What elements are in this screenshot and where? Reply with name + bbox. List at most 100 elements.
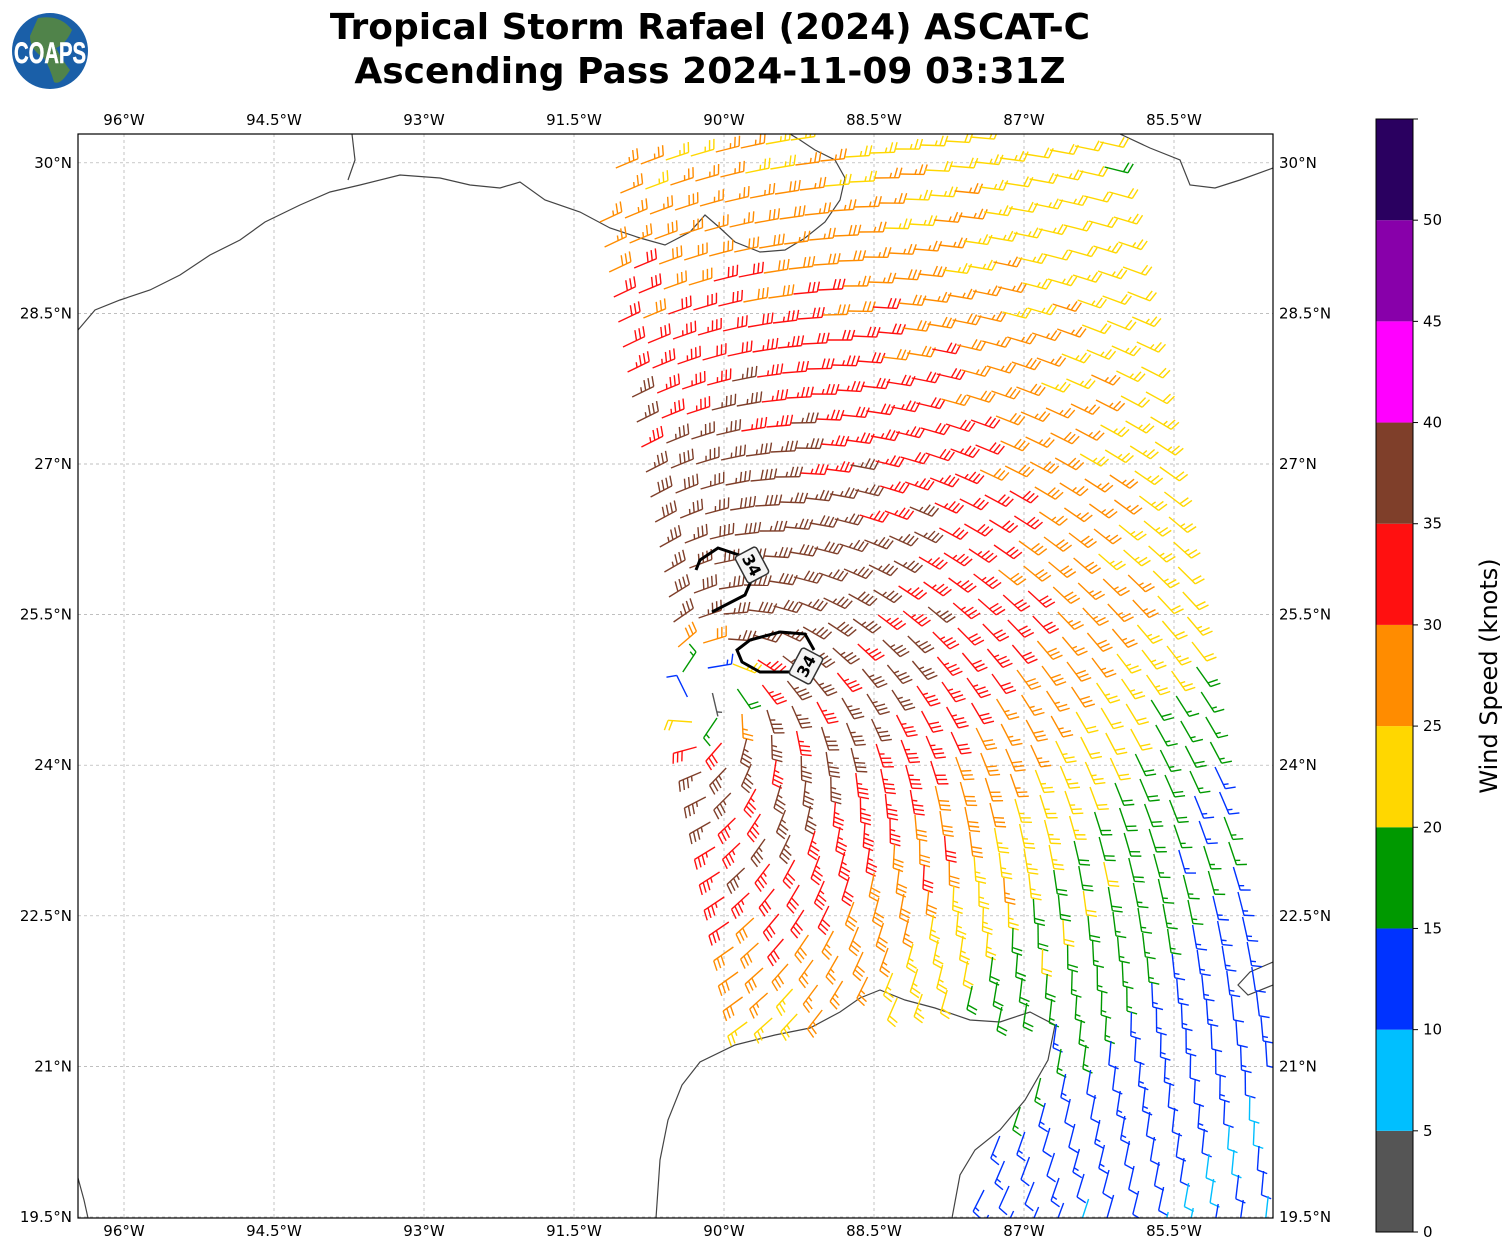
barb-feather (1232, 837, 1244, 841)
barb-feather (1050, 673, 1061, 679)
barb-feather (1038, 760, 1050, 764)
barb-feather (1061, 249, 1069, 260)
barb-feather (956, 553, 966, 562)
barb-half-feather (956, 925, 963, 929)
barb-half-feather (1134, 556, 1140, 561)
barb-half-feather (755, 449, 758, 455)
barb-feather (828, 720, 839, 724)
barb-feather (725, 856, 732, 867)
wind-barb (768, 284, 795, 299)
barb-half-feather (978, 238, 982, 244)
barb-feather (809, 134, 812, 138)
barb-feather (1218, 918, 1229, 921)
barb-feather (678, 400, 681, 411)
wind-barb (654, 500, 678, 523)
barb-half-feather (1221, 939, 1227, 942)
barb-feather (770, 953, 777, 963)
barb-feather (1156, 664, 1167, 670)
barb-feather (1060, 918, 1072, 922)
lon-tick-label: 85.5°W (1146, 1222, 1202, 1240)
barb-feather (1067, 594, 1077, 601)
lat-tick-label: 25.5°N (1279, 606, 1331, 624)
wind-barb (954, 471, 985, 485)
barb-feather (930, 702, 941, 707)
barb-feather (646, 251, 649, 263)
wind-barb (929, 474, 960, 488)
barb-feather (688, 624, 694, 635)
barb-feather (801, 770, 812, 775)
barb-feather (830, 358, 835, 369)
barb-feather (742, 602, 746, 613)
barb-half-feather (864, 487, 869, 493)
barb-feather (1042, 621, 1053, 628)
barb-feather (772, 182, 776, 194)
barb-feather (664, 351, 668, 363)
barb-feather (679, 453, 682, 465)
wind-barb (1082, 890, 1097, 918)
wind-barb (1123, 832, 1142, 857)
barb-feather (1018, 464, 1027, 474)
wind-barb (1102, 1169, 1113, 1200)
wind-barb (911, 660, 938, 681)
barb-feather (708, 757, 715, 767)
barb-half-feather (755, 1002, 760, 1009)
barb-half-feather (714, 902, 718, 909)
barb-half-feather (1079, 380, 1085, 386)
wind-barb (1056, 326, 1087, 338)
wind-barb (1061, 352, 1092, 364)
barb-feather (774, 520, 779, 532)
barb-half-feather (690, 776, 693, 782)
barb-feather (857, 791, 869, 795)
wind-barb (905, 943, 917, 974)
barb-feather (939, 586, 949, 594)
wind-barb (1039, 511, 1068, 526)
barb-feather (945, 850, 957, 854)
barb-feather (1172, 790, 1184, 794)
barb-feather (1172, 1131, 1183, 1137)
wind-barb (679, 498, 704, 519)
wind-barb (705, 497, 730, 515)
barb-feather (1137, 397, 1147, 406)
colorbar-bin (1376, 928, 1413, 1030)
wind-barb (1077, 582, 1106, 601)
barb-feather (1068, 143, 1075, 154)
barb-feather (1088, 404, 1097, 413)
barb-feather (1048, 1022, 1060, 1028)
barb-feather (814, 438, 820, 449)
barb-staff (1167, 1082, 1171, 1107)
barb-half-feather (807, 601, 813, 607)
wind-barb (678, 771, 702, 792)
wind-barb (735, 917, 755, 944)
barb-feather (905, 729, 916, 734)
barb-feather (841, 572, 849, 582)
barb-feather (823, 176, 827, 188)
barb-feather (959, 370, 966, 380)
barb-half-feather (782, 316, 786, 322)
barb-feather (1247, 939, 1259, 942)
barb-half-feather (828, 571, 833, 577)
barb-staff (1108, 1040, 1112, 1065)
wind-barb (958, 935, 971, 965)
wind-barb (934, 785, 952, 811)
barb-feather (753, 495, 757, 507)
barb-half-feather (784, 161, 787, 167)
barb-half-feather (834, 993, 839, 999)
barb-feather (670, 529, 674, 540)
wind-barb (1072, 271, 1103, 283)
barb-feather (941, 316, 948, 327)
barb-feather (980, 365, 987, 376)
barb-feather (657, 481, 661, 493)
barb-feather (702, 578, 705, 590)
barb-feather (1062, 733, 1074, 738)
barb-feather (1119, 960, 1130, 964)
barb-feather (711, 753, 718, 764)
wind-barb (1205, 1153, 1216, 1183)
wind-barb (977, 598, 1006, 616)
barb-feather (1009, 363, 1017, 374)
axis-labels: 96°W96°W94.5°W94.5°W93°W93°W91.5°W91.5°W… (20, 111, 1331, 1240)
barb-feather (775, 1006, 783, 1017)
barb-feather (712, 932, 717, 944)
wind-barb (1011, 644, 1038, 664)
wind-barb (1148, 828, 1167, 853)
barb-feather (721, 983, 727, 994)
